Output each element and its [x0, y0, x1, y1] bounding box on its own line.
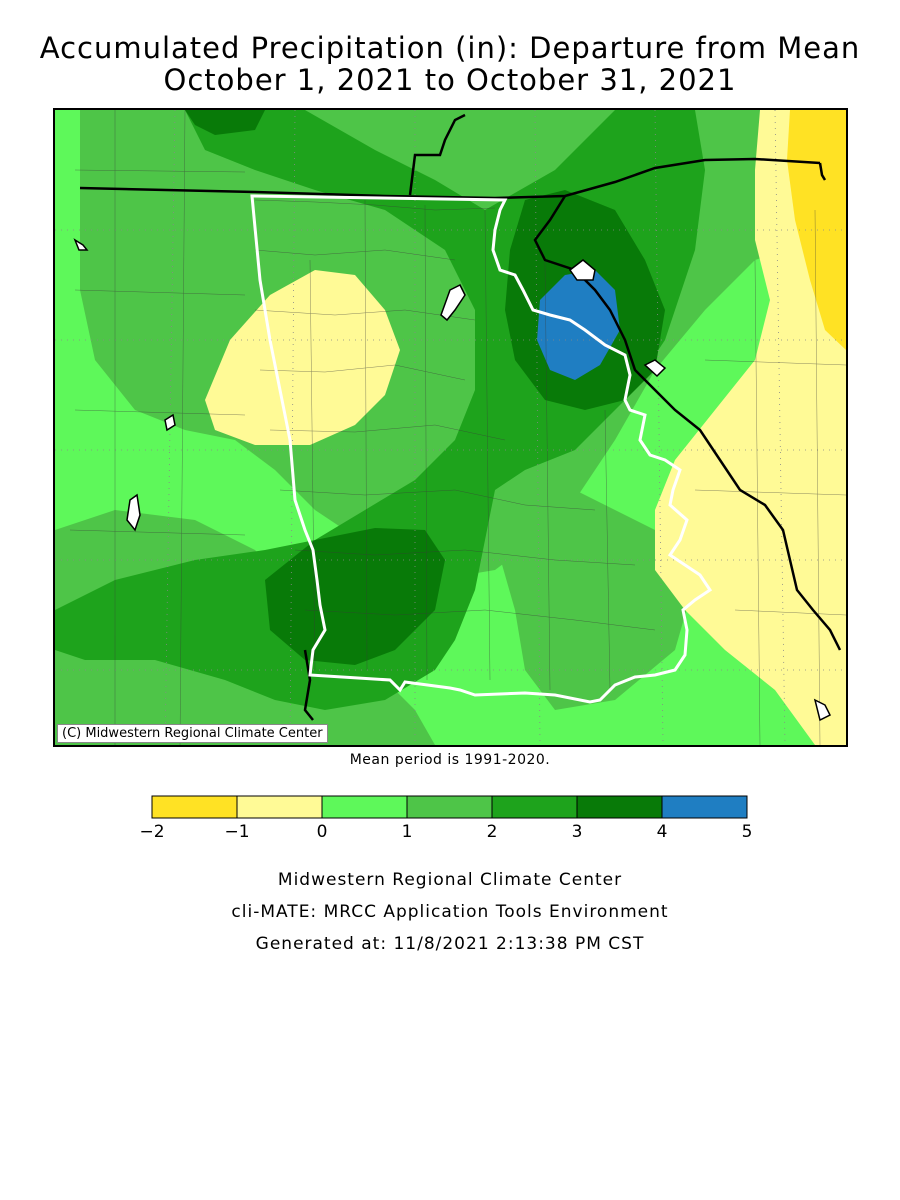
footer-generated-timestamp: Generated at: 11/8/2021 2:13:38 PM CST [255, 934, 645, 954]
legend-tick-label: 1 [401, 822, 413, 842]
legend-swatch [321, 795, 408, 819]
legend-tick-label: 4 [656, 822, 668, 842]
state-boundaries [79, 113, 842, 721]
zone-minus2-to-minus1 [787, 110, 846, 350]
legend-bar [151, 795, 748, 819]
legend-swatch [406, 795, 493, 819]
legend-swatch [576, 795, 663, 819]
legend-swatch [151, 795, 238, 819]
mean-period-note: Mean period is 1991-2020. [349, 752, 551, 768]
legend-tick-label: 0 [316, 822, 328, 842]
map-canvas [55, 110, 846, 745]
zone-3-to-4-south [265, 528, 445, 665]
legend-swatch [491, 795, 578, 819]
county-boundaries [69, 110, 846, 745]
zone-1-to-2-east [495, 470, 695, 710]
zone-minus1-to-0-east [655, 110, 846, 745]
footer-tool-name: cli-MATE: MRCC Application Tools Environ… [231, 902, 669, 922]
legend-swatch [661, 795, 748, 819]
water-features [73, 238, 832, 722]
legend-tick-label: −1 [224, 822, 250, 842]
legend-tick-label: 5 [741, 822, 753, 842]
legend-tick-label: 2 [486, 822, 498, 842]
footer-organization: Midwestern Regional Climate Center [277, 870, 623, 890]
color-legend [151, 795, 748, 819]
chart-title-line-2: October 1, 2021 to October 31, 2021 [163, 63, 737, 97]
legend-tick-label: −2 [139, 822, 165, 842]
chart-title-line-1: Accumulated Precipitation (in): Departur… [39, 31, 861, 65]
copyright-label: (C) Midwestern Regional Climate Center [57, 724, 328, 743]
precipitation-departure-map: (C) Midwestern Regional Climate Center [53, 108, 848, 747]
legend-swatch [236, 795, 323, 819]
legend-tick-label: 3 [571, 822, 583, 842]
arkansas-state-outline [250, 194, 713, 704]
zone-3-to-4-north [185, 110, 265, 135]
